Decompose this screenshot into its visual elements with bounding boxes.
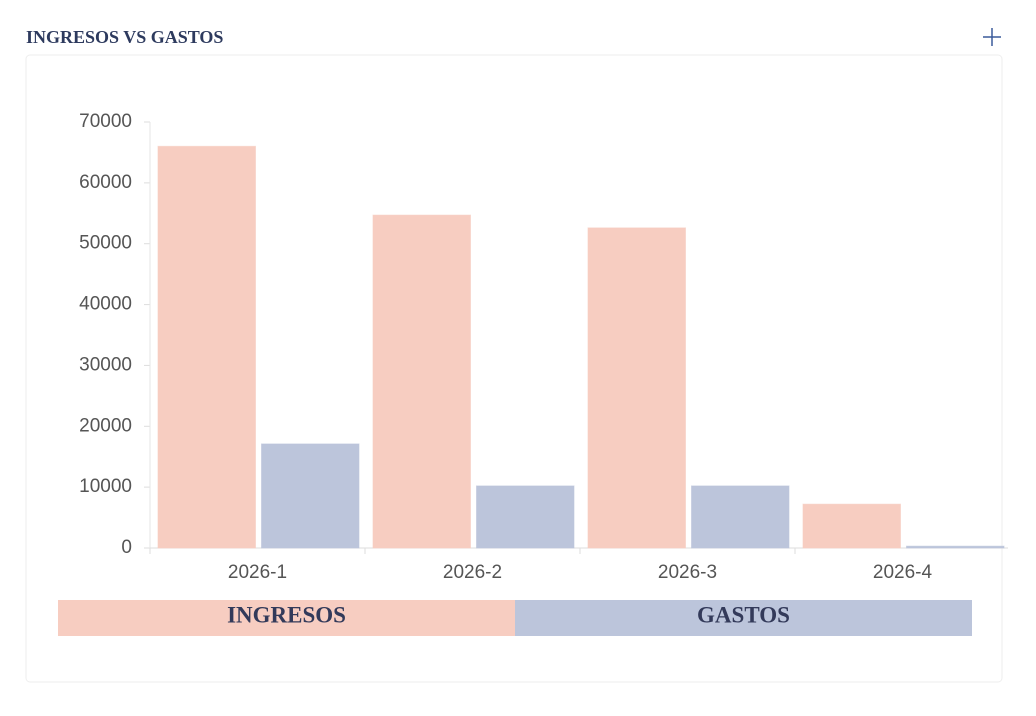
legend-swatch[interactable]	[58, 600, 515, 636]
bar	[372, 214, 471, 549]
y-tick-label: 20000	[79, 415, 132, 436]
y-tick-label: 40000	[79, 294, 132, 315]
y-tick-label: 70000	[79, 111, 132, 132]
y-tick-label: 50000	[79, 233, 132, 254]
bar	[802, 503, 901, 549]
y-tick-label: 0	[121, 537, 132, 558]
x-tick-label: 2026-4	[873, 562, 933, 583]
chart-title: INGRESOS VS GASTOS	[26, 27, 223, 47]
legend-swatch[interactable]	[515, 600, 972, 636]
x-tick-label: 2026-3	[658, 562, 717, 583]
bar	[691, 485, 790, 549]
legend-label[interactable]: GASTOS	[697, 602, 790, 627]
bar	[906, 545, 1005, 549]
y-tick-label: 60000	[79, 172, 132, 193]
legend-label[interactable]: INGRESOS	[227, 602, 346, 627]
x-tick-label: 2026-1	[228, 562, 287, 583]
bar	[476, 485, 575, 549]
bar	[157, 145, 256, 549]
y-tick-label: 30000	[79, 354, 132, 375]
y-tick-label: 10000	[79, 476, 132, 497]
x-tick-label: 2026-2	[443, 562, 502, 583]
bar	[587, 227, 686, 549]
expand-icon[interactable]	[983, 28, 1001, 46]
bar	[261, 443, 360, 549]
